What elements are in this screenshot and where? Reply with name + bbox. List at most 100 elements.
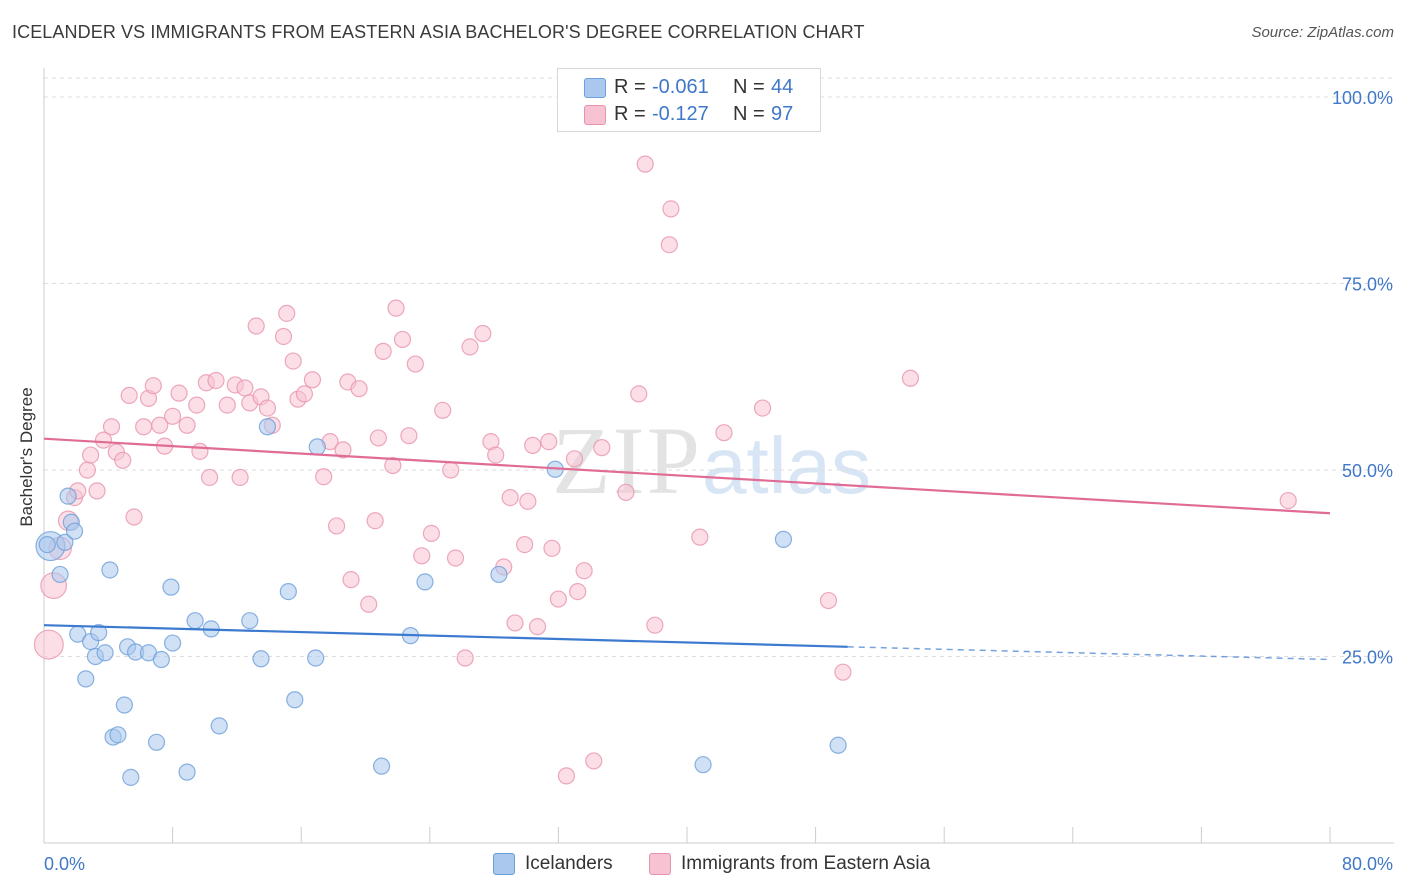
eastern-asia-point [434,401,452,419]
eastern-asia-point [342,571,360,589]
eastern-asia-point [247,317,265,335]
eastern-asia-point [102,418,121,436]
icelander-point [490,565,508,584]
eastern-asia-point [303,371,322,389]
icelander-point [147,733,166,751]
icelander-trend-line [43,624,848,648]
eastern-asia-point [178,416,196,434]
eastern-asia-point [393,330,412,349]
y-axis-label: Bachelor's Degree [17,387,36,527]
eastern-asia-point [540,433,558,451]
eastern-asia-point [528,618,547,636]
eastern-asia-point [630,385,648,403]
eastern-asia-point [691,528,709,546]
chart-title: ICELANDER VS IMMIGRANTS FROM EASTERN ASI… [12,22,865,42]
eastern-asia-point [565,450,584,468]
icelander-point [109,726,127,744]
y-tick-label: 25.0% [1342,648,1393,668]
eastern-asia-point [646,616,664,634]
eastern-asia-point [557,767,576,785]
eastern-asia-point [114,451,132,469]
source-credit: Source: ZipAtlas.com [1251,24,1394,41]
x-tick-label-min: 0.0% [44,854,85,874]
eastern-asia-point [516,535,534,554]
eastern-asia-point [519,492,537,510]
eastern-asia-point [585,752,603,770]
eastern-asia-point [125,508,143,526]
eastern-asia-point [207,371,225,390]
eastern-asia-point [33,629,64,660]
icelander-point [164,634,182,652]
icelander-point [152,650,170,669]
eastern-asia-point [236,379,254,397]
trend-lines [43,437,1331,661]
eastern-asia-point [94,431,113,449]
axes [43,68,1394,844]
icelander-point [162,578,180,596]
legend-n-value: 97 [771,103,794,125]
icelander-point [101,561,119,579]
legend-r-label: R = [614,76,646,98]
icelander-point [77,670,95,688]
icelander-point [59,487,77,505]
eastern-asia-point [506,614,524,632]
icelander-point [258,418,277,436]
legend-r-value: -0.061 [652,76,709,98]
y-tick-label: 75.0% [1342,275,1393,295]
eastern-asia-point [374,342,392,360]
eastern-asia-point [164,407,182,425]
eastern-asia-point [487,446,505,464]
correlation-legend: R = -0.061 N = 44 R = -0.127 N = 97 [557,68,821,132]
eastern-asia-point [295,385,314,403]
icelander-point [115,696,133,714]
icelander-point [241,612,259,630]
icelander-point [122,768,140,786]
eastern-asia-point [366,512,384,530]
eastern-asia-point [188,396,206,414]
legend-label-icelanders: Icelanders [525,853,613,874]
legend-label-eastern-asia: Immigrants from Eastern Asia [681,853,931,874]
icelander-point [252,650,270,668]
icelander-point [694,756,712,774]
legend-n-label: N = [733,76,765,98]
eastern-asia-point [593,439,611,457]
legend-swatch-blue [493,853,515,875]
eastern-asia-point [387,299,405,317]
eastern-asia-point [191,442,209,460]
eastern-asia-point [170,384,188,402]
eastern-asia-point [78,461,97,479]
eastern-asia-point [715,424,733,442]
eastern-asia-point [327,517,346,535]
eastern-asia-point [258,399,277,417]
eastern-asia-point [461,338,479,356]
legend-r-label: R = [614,103,646,125]
icelander-point [372,757,391,775]
icelander-point [286,691,304,709]
eastern-asia-point [384,456,402,475]
eastern-asia-point [88,482,106,500]
eastern-asia-point [575,562,593,580]
series-pink-points [33,155,1297,785]
icelander-point [210,717,228,735]
eastern-asia-point [636,155,654,173]
icelander-point [51,565,69,584]
eastern-asia-point [543,539,561,557]
eastern-asia-point [524,436,542,454]
eastern-asia-point [446,549,465,567]
icelander-point [90,624,108,642]
icelander-point [96,644,114,662]
icelander-point [186,612,204,630]
legend-n-label: N = [733,103,765,125]
eastern-asia-point [200,468,219,487]
eastern-asia-point [231,468,249,487]
eastern-asia-point [135,418,153,436]
icelander-point [416,573,434,591]
legend-n-value: 44 [771,76,794,98]
icelander-point [38,535,56,554]
eastern-asia-trend-line [43,437,1331,515]
y-tick-label: 50.0% [1342,461,1393,481]
eastern-asia-point [901,369,920,387]
icelander-point [774,530,793,548]
eastern-asia-point [413,547,431,565]
